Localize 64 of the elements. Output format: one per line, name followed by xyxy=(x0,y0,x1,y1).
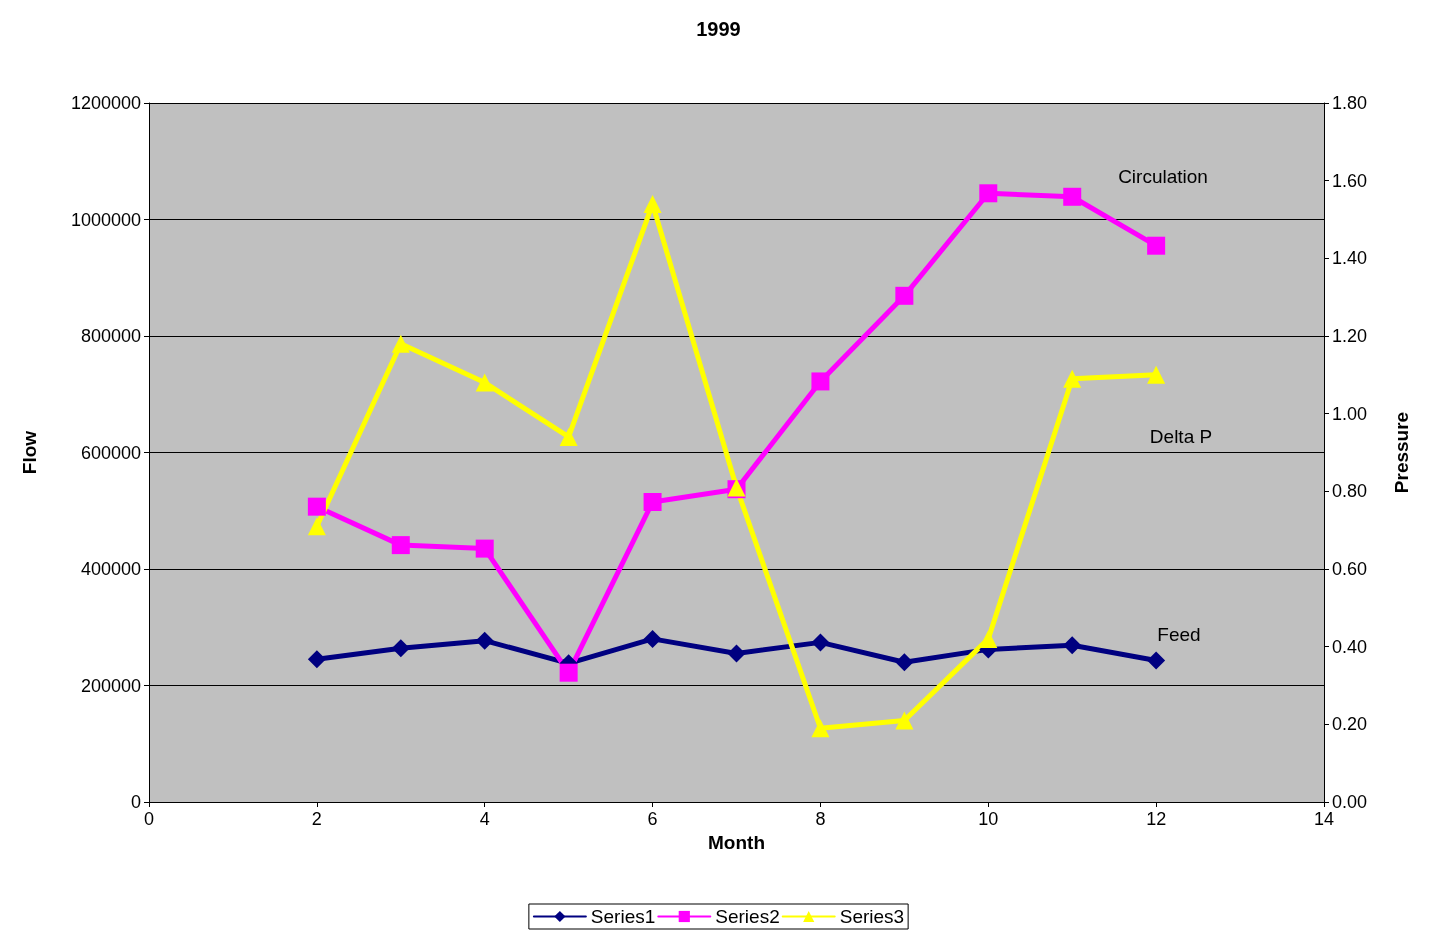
point xyxy=(895,286,914,305)
chart-title: 1999 xyxy=(696,18,741,40)
legend-label: Series1 xyxy=(590,906,656,927)
point xyxy=(811,633,830,652)
point xyxy=(643,493,662,512)
x-axis-title: Month xyxy=(708,831,765,853)
y2-tick-label: 0.20 xyxy=(1332,714,1368,735)
point xyxy=(391,536,410,555)
legend-label: Series2 xyxy=(715,906,780,927)
point xyxy=(727,644,746,663)
point xyxy=(895,653,914,672)
point xyxy=(559,663,578,682)
point xyxy=(391,334,410,353)
y-tick-label: 400000 xyxy=(80,559,141,579)
point xyxy=(811,372,830,391)
y-tick-label: 1000000 xyxy=(70,209,141,230)
x-tick-label: 2 xyxy=(311,809,322,829)
point xyxy=(307,650,326,669)
y2-tick-label: 1.80 xyxy=(1332,93,1368,113)
y-tick-label: 0 xyxy=(130,792,141,812)
point xyxy=(1147,236,1166,255)
point xyxy=(559,427,578,446)
x-tick-label: 10 xyxy=(978,809,999,829)
y2-axis-title: Pressure xyxy=(1391,411,1412,494)
x-tick-label: 8 xyxy=(815,809,826,829)
y2-tick-label: 0.00 xyxy=(1332,792,1368,812)
point xyxy=(811,719,830,738)
point xyxy=(979,184,998,203)
point xyxy=(979,629,998,648)
x-tick-label: 4 xyxy=(479,809,490,829)
point xyxy=(1147,365,1166,384)
y-tick-label: 600000 xyxy=(80,442,141,463)
y2-tick-label: 0.40 xyxy=(1332,636,1368,657)
x-tick-label: 12 xyxy=(1146,809,1167,829)
x-tick-label: 0 xyxy=(143,809,155,829)
y2-tick-label: 0.60 xyxy=(1332,559,1368,579)
annotation: Circulation xyxy=(1118,165,1208,187)
legend-label: Series3 xyxy=(839,906,905,927)
point xyxy=(1063,187,1082,206)
point xyxy=(475,373,494,392)
point xyxy=(895,711,914,730)
point xyxy=(643,629,662,648)
y2-tick-label: 0.80 xyxy=(1332,481,1368,502)
y-tick-label: 800000 xyxy=(80,326,141,346)
y-tick-label: 1200000 xyxy=(70,93,141,113)
y-axis-title: Flow xyxy=(19,430,40,475)
y2-tick-label: 1.40 xyxy=(1332,248,1368,269)
point xyxy=(307,497,326,516)
annotation: Delta P xyxy=(1149,425,1213,447)
x-tick-label: 14 xyxy=(1313,809,1335,829)
y2-tick-label: 1.00 xyxy=(1332,403,1368,424)
y-tick-label: 200000 xyxy=(80,675,141,696)
y2-tick-label: 1.20 xyxy=(1332,326,1368,346)
point xyxy=(307,517,326,536)
y2-tick-label: 1.60 xyxy=(1332,170,1368,191)
point xyxy=(475,631,494,650)
point xyxy=(1063,369,1082,388)
point xyxy=(1147,651,1166,670)
annotation: Feed xyxy=(1157,623,1201,645)
point xyxy=(643,194,662,213)
point xyxy=(391,639,410,658)
point xyxy=(475,539,494,558)
x-tick-label: 6 xyxy=(647,809,658,829)
point xyxy=(1063,636,1082,655)
